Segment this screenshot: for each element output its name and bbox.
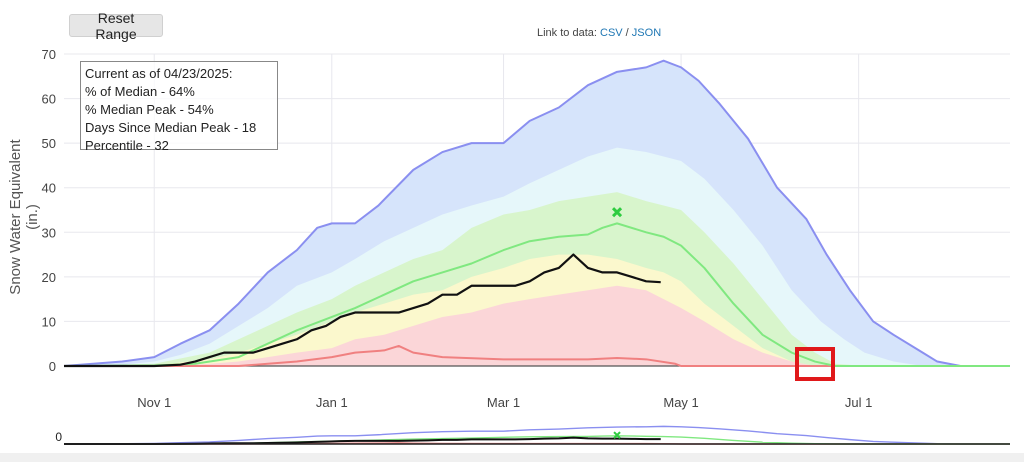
line-max	[63, 59, 1010, 367]
x-tick-label: Jan 1	[316, 395, 348, 410]
x-tick-label: May 1	[663, 395, 698, 410]
line-current	[64, 253, 661, 368]
x-tick-label: Jul 1	[845, 395, 872, 410]
data-links: Link to data: CSV / JSON	[537, 27, 661, 39]
bottom-strip	[0, 453, 1024, 462]
stats-line-date: Current as of 04/23/2025:	[85, 66, 233, 81]
csv-link[interactable]: CSV	[600, 27, 623, 39]
current-stats-box: Current as of 04/23/2025: % of Median - …	[80, 61, 278, 153]
y-axis-label: Snow Water Equivalent (in.)	[7, 139, 41, 295]
highlight-box	[795, 347, 835, 381]
stats-line-days-since-peak: Days Since Median Peak - 18	[85, 120, 257, 135]
y-tick-label: 10	[42, 314, 56, 329]
json-link[interactable]: JSON	[631, 27, 662, 39]
rangeslider-line-max	[63, 425, 1010, 445]
stats-line-median-peak: % Median Peak - 54%	[85, 102, 214, 117]
y-tick-label: 70	[42, 47, 56, 62]
stats-line-median: % of Median - 64%	[85, 84, 195, 99]
link-prefix: Link to data:	[537, 27, 600, 39]
stats-line-percentile: Percentile - 32	[85, 138, 169, 153]
y-tick-label: 50	[42, 136, 56, 151]
y-tick-label: 20	[42, 270, 56, 285]
y-tick-label: 60	[42, 92, 56, 107]
area-p30	[64, 285, 1010, 366]
line-median	[63, 222, 1010, 367]
rangeslider-peak-marker	[613, 431, 621, 439]
median-peak-marker	[611, 207, 623, 218]
y-tick-label: 30	[42, 225, 56, 240]
x-tick-label: Mar 1	[487, 395, 520, 410]
rangeslider-bg	[64, 424, 1010, 446]
y-tick-label: 40	[42, 181, 56, 196]
link-separator: /	[622, 27, 632, 39]
line-min	[64, 344, 1010, 367]
y-tick-label: 0	[49, 359, 56, 374]
x-tick-label: Nov 1	[137, 395, 171, 410]
rangeslider-label: 0	[55, 430, 62, 444]
rangeslider-line-current	[64, 436, 661, 445]
